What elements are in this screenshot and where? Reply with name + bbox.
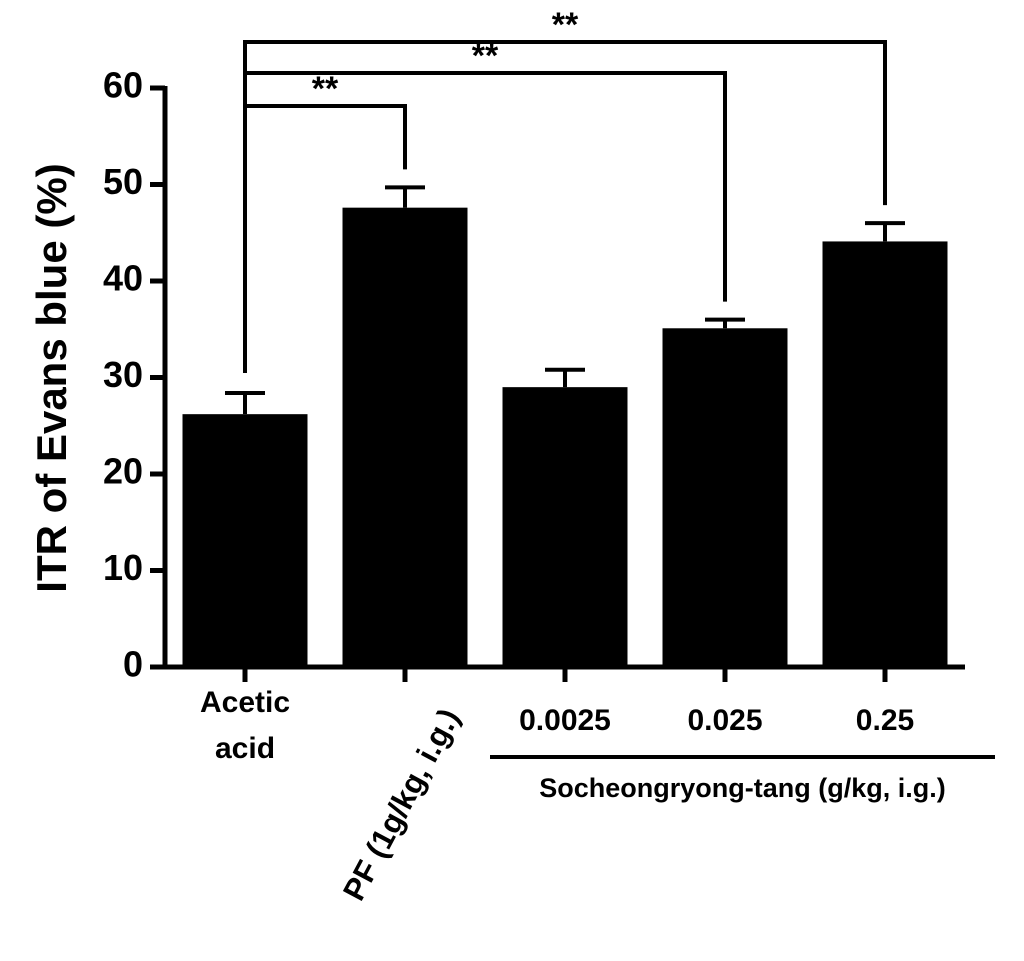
bar [822,241,948,667]
error-bar [545,367,585,388]
group-label: Socheongryong-tang (g/kg, i.g.) [539,773,945,803]
y-tick-label: 40 [103,258,143,299]
x-tick-label: PF (1g/kg, i.g.) [336,703,466,906]
significance-bracket [243,40,887,373]
error-bar [225,390,265,415]
y-tick-label: 0 [123,644,143,685]
x-tick-label: 0.025 [687,704,763,737]
y-tick-label: 20 [103,451,143,492]
bar [662,328,788,667]
x-tick-label: 0.25 [855,704,915,737]
x-tick-label: 0.0025 [519,704,611,737]
error-bar [385,185,425,208]
bar [342,207,468,667]
significance-label: ** [552,6,579,44]
bar [182,414,308,667]
error-bar [865,221,905,242]
significance-label: ** [312,70,339,108]
bar [502,387,628,667]
y-tick-label: 30 [103,354,143,395]
significance-bracket [243,71,727,373]
y-tick-label: 50 [103,161,143,202]
x-tick-label: Acetic acid [199,686,291,765]
y-axis-label: ITR of Evans blue (%) [28,163,75,592]
error-bar [705,317,745,329]
y-tick-label: 60 [103,65,143,106]
y-tick-label: 10 [103,547,143,588]
